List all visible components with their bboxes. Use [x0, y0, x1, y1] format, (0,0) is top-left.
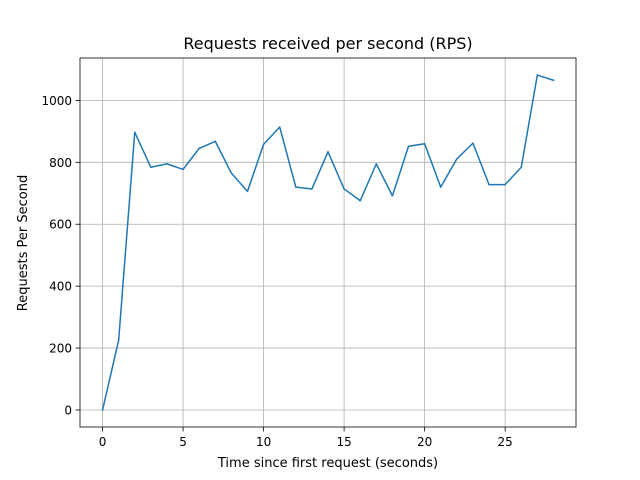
data-point: [375, 163, 378, 165]
data-point: [166, 163, 168, 165]
data-point: [359, 199, 361, 202]
y-axis-label: Requests Per Second: [16, 175, 31, 311]
data-point: [101, 409, 104, 411]
y-axis-ticks: 0 200 400 600 800 1000: [41, 94, 80, 417]
data-point: [134, 131, 136, 134]
data-point: [520, 166, 522, 169]
data-point: [423, 143, 426, 145]
y-tick-label: 0: [64, 403, 72, 417]
data-point: [391, 195, 394, 197]
data-point: [311, 188, 313, 190]
data-point: [117, 339, 120, 342]
data-point: [488, 183, 490, 186]
data-point: [343, 188, 345, 190]
data-point: [246, 190, 249, 193]
axes-frame: [79, 57, 577, 428]
x-tick-label: 0: [99, 435, 107, 449]
x-axis-ticks: 0 5 10 15 20 25: [99, 427, 513, 449]
data-point: [214, 140, 217, 143]
data-point: [536, 74, 539, 76]
data-point: [230, 172, 233, 174]
x-tick-label: 10: [256, 435, 271, 449]
data-point: [182, 168, 184, 171]
data-point: [407, 145, 410, 147]
data-point: [150, 166, 152, 169]
data-point: [327, 151, 329, 153]
data-point: [198, 147, 200, 150]
data-point: [472, 142, 474, 144]
grid: [80, 58, 576, 427]
y-tick-label: 1000: [41, 94, 72, 108]
y-tick-label: 600: [49, 218, 72, 232]
y-tick-label: 400: [49, 280, 72, 294]
x-tick-label: 15: [336, 435, 351, 449]
data-point: [552, 79, 555, 82]
x-tick-label: 5: [179, 435, 187, 449]
data-point: [456, 158, 458, 160]
x-tick-label: 25: [498, 435, 513, 449]
data-point: [295, 186, 297, 188]
x-axis-label: Time since first request (seconds): [217, 456, 438, 471]
data-point: [504, 183, 506, 186]
x-tick-label: 20: [417, 435, 432, 449]
chart-title: Requests received per second (RPS): [183, 34, 472, 53]
y-tick-label: 800: [49, 156, 72, 170]
data-point: [439, 186, 442, 188]
series-layer: [101, 74, 555, 411]
data-point: [262, 143, 265, 146]
y-tick-label: 200: [49, 342, 72, 356]
data-point: [278, 126, 281, 128]
